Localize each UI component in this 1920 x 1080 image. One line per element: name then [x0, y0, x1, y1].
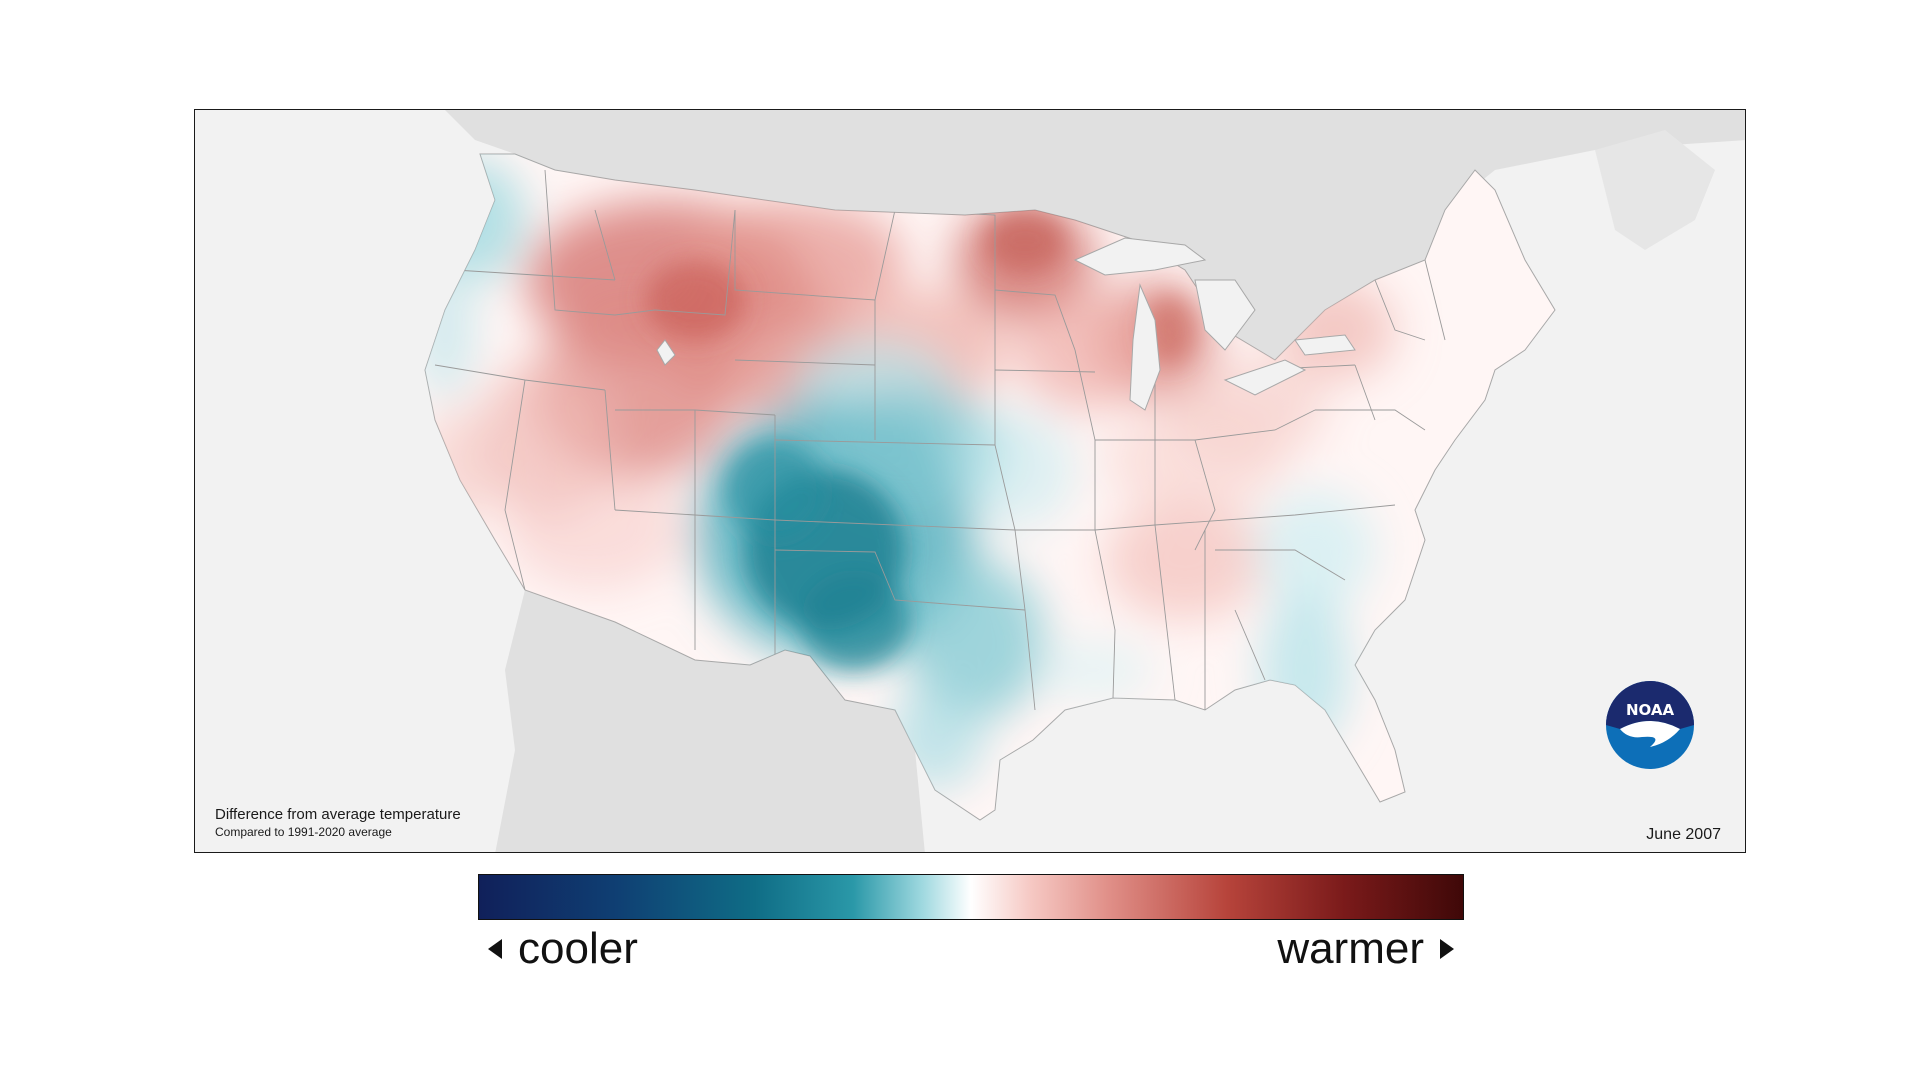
logo-text: NOAA	[1626, 701, 1675, 719]
great-lakes	[656, 237, 1356, 411]
map-canvas: NOAA	[424, 110, 1745, 852]
temperature-anomaly-map: NOAA Difference from average temperature…	[194, 109, 1746, 853]
caption-subtitle: Compared to 1991-2020 average	[215, 825, 392, 839]
date-label: June 2007	[1646, 826, 1721, 843]
warmer-label: warmer	[1277, 924, 1424, 973]
caption-title: Difference from average temperature	[215, 806, 461, 824]
map-caption: Difference from average temperature Comp…	[215, 806, 461, 840]
legend-labels: cooler warmer	[478, 920, 1464, 980]
cooler-label: cooler	[518, 924, 638, 973]
color-legend: cooler warmer	[478, 874, 1464, 980]
legend-cooler: cooler	[488, 924, 638, 974]
surrounding-land	[445, 110, 1745, 852]
left-arrow-icon	[488, 939, 502, 959]
right-arrow-icon	[1440, 939, 1454, 959]
state-boundaries	[434, 169, 1446, 711]
noaa-logo: NOAA	[1606, 681, 1694, 769]
legend-warmer: warmer	[1277, 924, 1454, 974]
legend-color-bar	[478, 874, 1464, 920]
